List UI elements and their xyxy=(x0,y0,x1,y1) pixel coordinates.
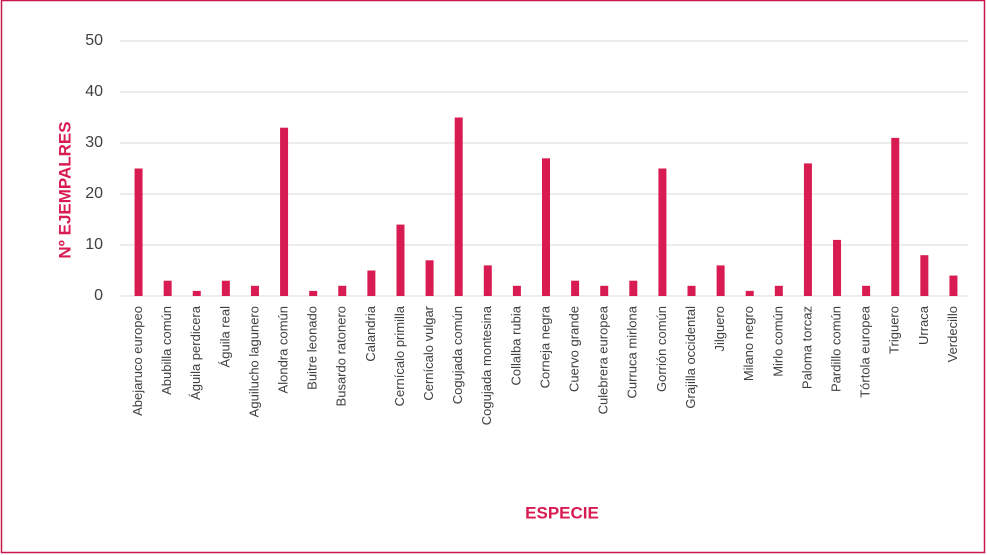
y-axis-title: Nº EJEMPALRES xyxy=(55,121,74,258)
bar xyxy=(716,265,725,296)
bar xyxy=(629,280,638,296)
x-tick-label: Mirlo común xyxy=(770,306,785,377)
y-tick-label: 20 xyxy=(85,185,103,202)
x-tick-label: Calandria xyxy=(363,305,378,361)
x-tick-label: Pardillo común xyxy=(828,306,843,392)
bar xyxy=(396,224,405,296)
x-tick-label: Paloma torcaz xyxy=(799,306,814,389)
x-tick-label: Collalba rubia xyxy=(508,305,523,385)
x-tick-label: Cernícalo vulgar xyxy=(421,305,436,400)
x-tick-label: Grajilla occidental xyxy=(683,306,698,409)
x-tick-label: Cernícalo primilla xyxy=(392,305,407,406)
bar xyxy=(192,290,201,296)
bar xyxy=(920,255,929,296)
bar xyxy=(280,127,289,296)
x-tick-label: Cogujada común xyxy=(450,306,465,404)
bar xyxy=(949,275,958,296)
x-tick-label: Alondra común xyxy=(276,306,291,393)
x-tick-label: Buitre leonado xyxy=(305,306,320,390)
bar xyxy=(745,290,754,296)
bar xyxy=(542,158,550,296)
x-tick-label: Cuervo grande xyxy=(567,306,582,392)
bar xyxy=(512,285,521,296)
bar xyxy=(338,285,347,296)
x-tick-label: Culebrera europea xyxy=(596,305,611,414)
x-tick-label: Aguilucho lagunero xyxy=(246,306,261,417)
x-tick-label: Corneja negra xyxy=(537,305,552,388)
bar xyxy=(600,285,609,296)
bar xyxy=(833,239,842,296)
x-tick-label: Milano negro xyxy=(741,306,756,381)
bar xyxy=(250,285,259,296)
bar xyxy=(309,290,318,296)
y-tick-label: 50 xyxy=(85,32,103,49)
x-axis-title: ESPECIE xyxy=(525,503,599,522)
y-tick-label: 40 xyxy=(85,83,103,100)
x-tick-label: Abubilla común xyxy=(159,306,174,395)
bar xyxy=(367,270,376,296)
bar xyxy=(891,137,900,296)
bar xyxy=(483,265,492,296)
bar xyxy=(221,280,230,296)
y-tick-label: 30 xyxy=(85,134,103,151)
x-tick-label: Abejaruco europeo xyxy=(130,306,145,416)
bar xyxy=(774,285,783,296)
bar xyxy=(862,285,871,296)
x-tick-label: Busardo ratonero xyxy=(334,306,349,406)
x-tick-label: Triguero xyxy=(887,306,902,354)
bar xyxy=(803,163,812,296)
x-tick-label: Jilguero xyxy=(712,306,727,352)
bar xyxy=(134,168,143,296)
bar xyxy=(571,280,580,296)
y-tick-label: 0 xyxy=(94,287,103,304)
x-tick-label: Urraca xyxy=(916,305,931,345)
bar xyxy=(687,285,696,296)
bar xyxy=(163,280,172,296)
y-tick-label: 10 xyxy=(85,236,103,253)
bar xyxy=(658,168,667,296)
bar xyxy=(454,117,463,296)
x-tick-label: Verdecillo xyxy=(945,306,960,362)
bar xyxy=(425,260,434,296)
x-tick-label: Cogujada montesina xyxy=(479,305,494,425)
x-tick-label: Águila perdicera xyxy=(188,305,203,400)
x-tick-label: Águila real xyxy=(217,306,232,368)
x-tick-label: Curruca mirlona xyxy=(625,305,640,398)
x-tick-label: Gorrión común xyxy=(654,306,669,392)
x-tick-label: Tórtola europea xyxy=(858,305,873,398)
